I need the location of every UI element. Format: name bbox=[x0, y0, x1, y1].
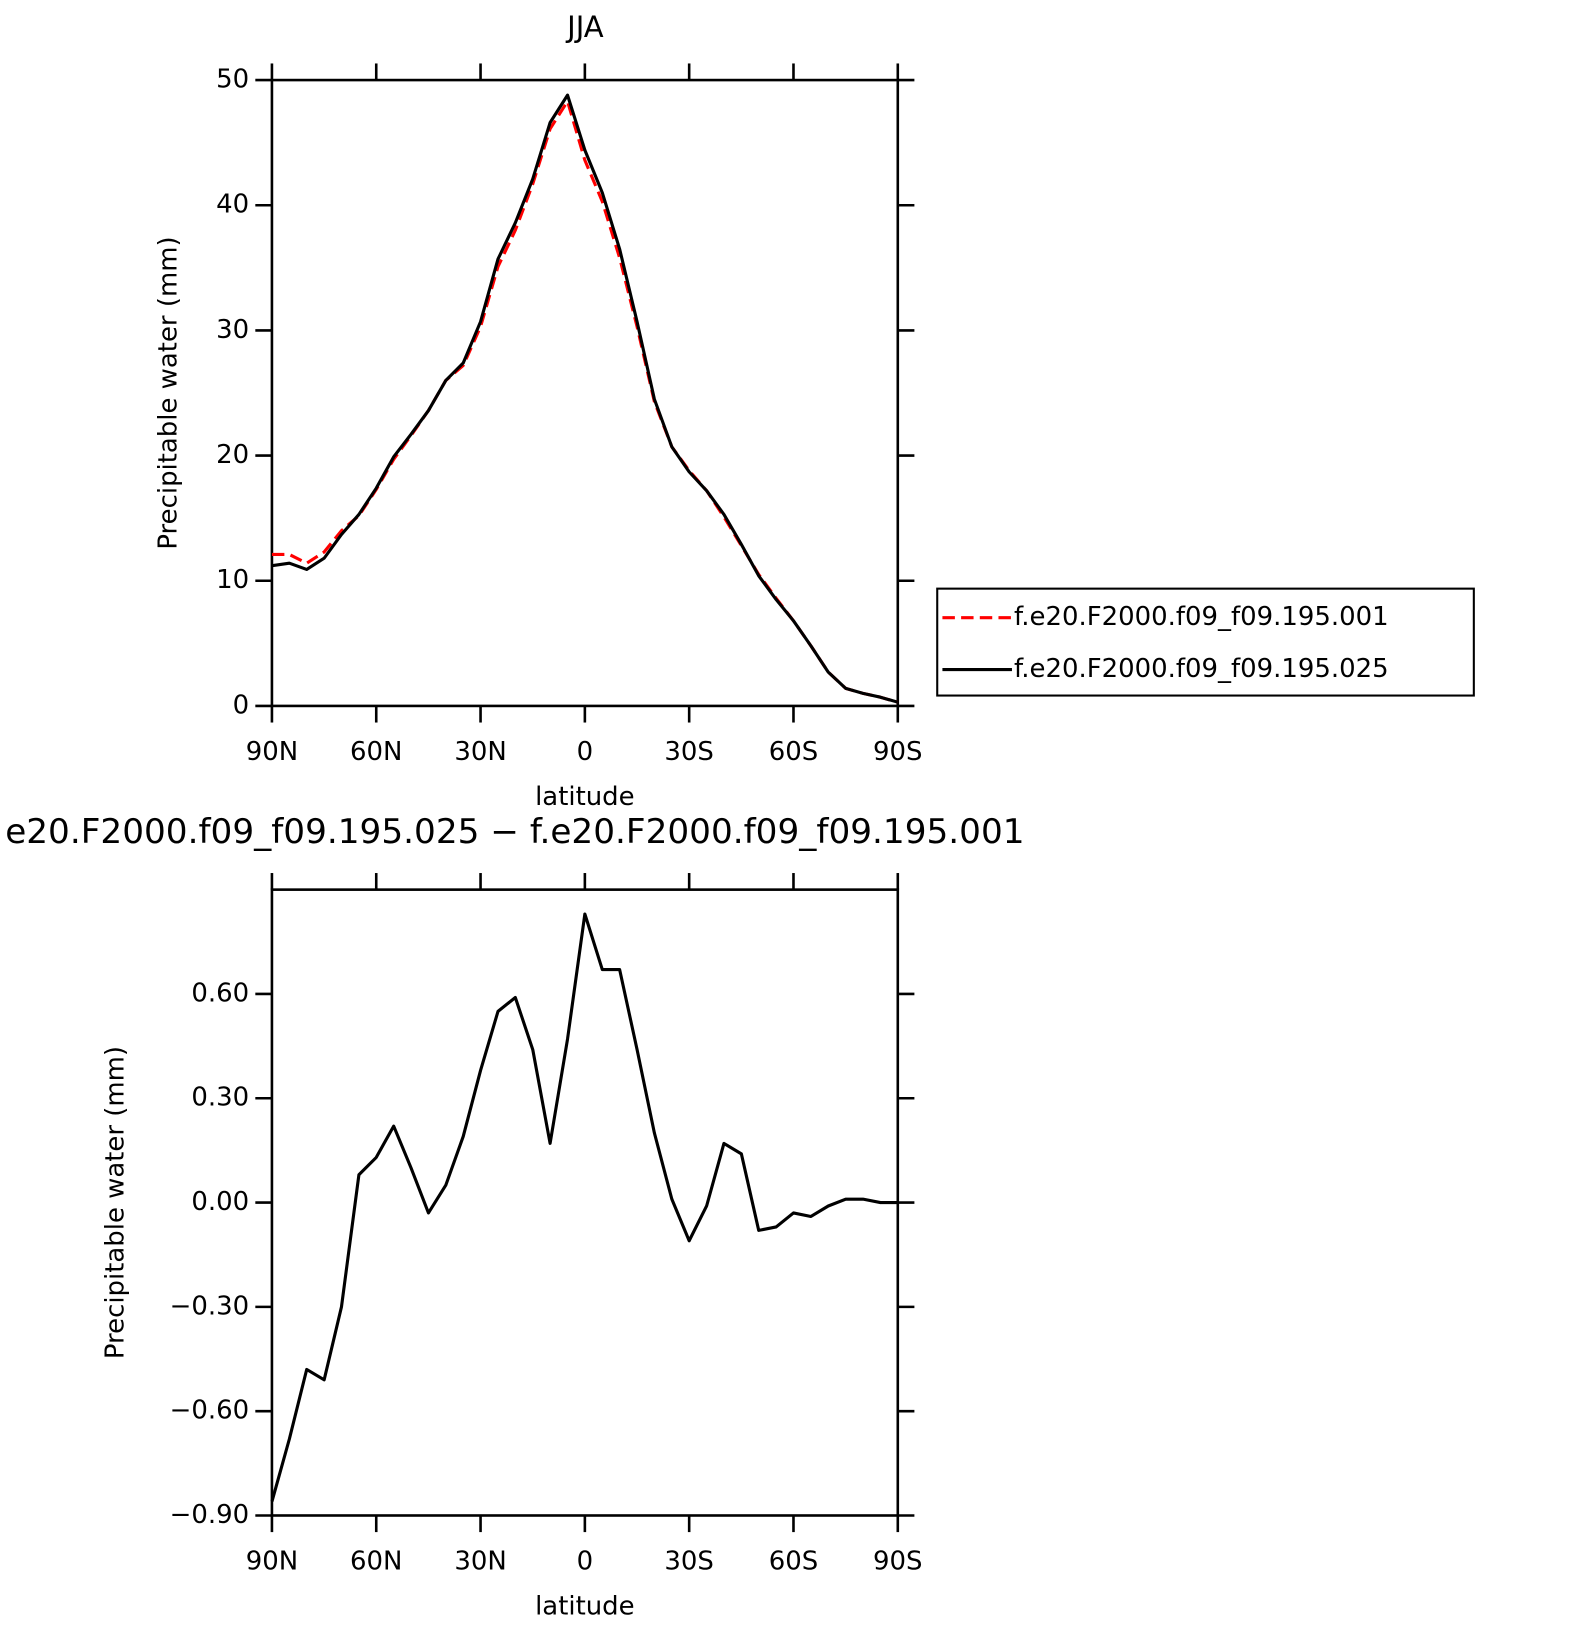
chart-title: e20.F2000.f09_f09.195.025 − f.e20.F2000.… bbox=[5, 812, 1024, 852]
x-tick-label: 0 bbox=[577, 737, 594, 767]
y-tick-label: 20 bbox=[216, 440, 249, 470]
x-tick-label: 30S bbox=[664, 737, 713, 767]
data-line bbox=[270, 912, 898, 1503]
x-tick-label: 60S bbox=[769, 1547, 818, 1577]
y-axis-label: Precipitable water (mm) bbox=[154, 236, 184, 549]
x-tick-label: 60N bbox=[350, 1547, 402, 1577]
y-tick-label: −0.30 bbox=[170, 1291, 249, 1321]
y-tick-label: 0.00 bbox=[191, 1187, 249, 1217]
y-tick-label: −0.60 bbox=[170, 1396, 249, 1426]
x-tick-label: 90N bbox=[246, 737, 298, 767]
x-tick-label: 30N bbox=[454, 1547, 506, 1577]
y-tick-label: 30 bbox=[216, 315, 249, 345]
y-axis-label: Precipitable water (mm) bbox=[101, 1046, 131, 1359]
x-tick-label: 60S bbox=[769, 737, 818, 767]
y-tick-label: 0.60 bbox=[191, 978, 249, 1008]
y-tick-label: 0.30 bbox=[191, 1083, 249, 1113]
legend-box bbox=[936, 587, 1475, 697]
y-tick-label: 50 bbox=[216, 65, 249, 95]
y-tick-label: 0 bbox=[233, 690, 250, 720]
chart-title: JJA bbox=[565, 10, 604, 44]
data-line bbox=[271, 93, 899, 704]
y-tick-label: 40 bbox=[216, 190, 249, 220]
y-tick-label: 10 bbox=[216, 565, 249, 595]
x-axis-label: latitude bbox=[535, 782, 635, 812]
x-tick-label: 60N bbox=[350, 737, 402, 767]
x-tick-label: 30S bbox=[664, 1547, 713, 1577]
y-tick-label: −0.90 bbox=[170, 1500, 249, 1530]
x-tick-label: 90N bbox=[246, 1547, 298, 1577]
data-line bbox=[271, 99, 899, 704]
x-tick-label: 30N bbox=[454, 737, 506, 767]
x-tick-label: 90S bbox=[873, 737, 922, 767]
plot-frame bbox=[270, 78, 900, 708]
x-tick-label: 90S bbox=[873, 1547, 922, 1577]
plot-frame bbox=[270, 888, 900, 1517]
legend-label: f.e20.F2000.f09_f09.195.025 bbox=[1014, 654, 1389, 684]
x-tick-label: 0 bbox=[577, 1547, 594, 1577]
legend-label: f.e20.F2000.f09_f09.195.001 bbox=[1014, 602, 1389, 632]
x-axis-label: latitude bbox=[535, 1591, 635, 1621]
